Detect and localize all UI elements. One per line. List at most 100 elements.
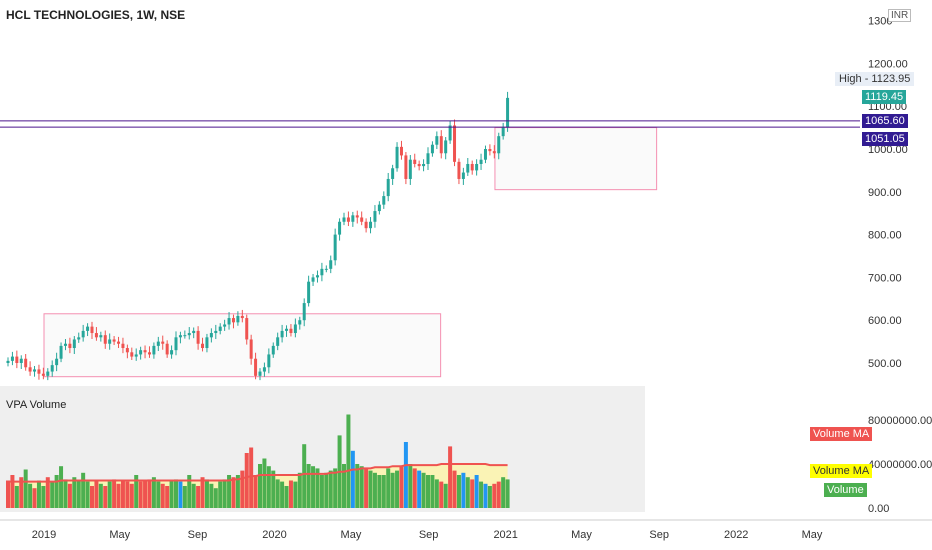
candle-body — [395, 146, 399, 169]
candle-body — [320, 268, 324, 276]
candle-body — [187, 333, 191, 336]
line1-price-tag: 1065.60 — [862, 114, 908, 128]
candle-body — [488, 149, 492, 152]
volume-bar — [342, 464, 346, 508]
candle-body — [81, 330, 85, 338]
candle-body — [355, 215, 359, 218]
volume-bar — [54, 475, 59, 508]
candle-body — [461, 172, 465, 179]
volume-bar — [487, 486, 492, 508]
currency-label[interactable]: INR — [888, 9, 912, 22]
candle-body — [112, 339, 116, 342]
volume-indicator-title[interactable]: VPA Volume — [6, 399, 67, 411]
volume-bar — [479, 481, 484, 508]
volume-bar — [302, 444, 307, 508]
candle-body — [466, 163, 470, 173]
candle-body — [28, 367, 32, 372]
candle-body — [41, 373, 45, 376]
volume-bar — [496, 481, 501, 508]
price-axis-label: 800.00 — [868, 230, 902, 242]
volume-bar — [346, 414, 351, 508]
volume-bar — [311, 466, 316, 508]
volume-bar — [399, 466, 404, 508]
candle-body — [33, 369, 37, 372]
candle-body — [24, 358, 28, 368]
candle-body — [72, 339, 76, 349]
volume-bar — [456, 475, 461, 508]
volume-bar — [90, 486, 94, 508]
candle-body — [457, 161, 461, 179]
candle-body — [165, 343, 169, 355]
volume-bar — [85, 481, 90, 508]
candle-body — [492, 151, 496, 154]
volume-bar — [271, 470, 276, 508]
volume-bar — [364, 468, 369, 508]
candle-body — [413, 159, 417, 164]
volume-bar — [231, 477, 236, 508]
volume-bar — [293, 481, 298, 508]
volume-bar — [36, 480, 41, 508]
time-axis-label: May — [109, 529, 130, 541]
candle-body — [435, 136, 439, 145]
high-label-text: High — [839, 73, 862, 85]
price-axis-label: 600.00 — [868, 315, 902, 327]
volume-bar — [266, 466, 271, 508]
high-label-sep: - — [864, 73, 872, 85]
candle-body — [479, 159, 483, 164]
volume-bar — [81, 472, 86, 508]
candle-body — [63, 343, 67, 346]
volume-bar — [395, 470, 400, 508]
time-axis-label: 2021 — [493, 529, 517, 541]
volume-bar — [412, 468, 417, 508]
volume-bar — [45, 477, 50, 508]
candle-body — [382, 196, 386, 205]
volume-bar — [328, 470, 333, 508]
candle-body — [364, 221, 368, 229]
volume-bar — [483, 483, 488, 508]
candle-body — [183, 335, 187, 337]
volume-bar — [160, 483, 165, 508]
candle-body — [227, 318, 231, 325]
volume-bar — [505, 479, 510, 508]
volume-bar — [359, 466, 364, 508]
volume-bar — [147, 479, 152, 508]
candle-body — [68, 343, 72, 349]
candle-body — [196, 330, 200, 344]
volume-bar — [191, 483, 196, 508]
candle-body — [240, 315, 244, 319]
candle-body — [46, 371, 50, 376]
candle-body — [130, 352, 134, 357]
candle-body — [342, 217, 346, 222]
price-axis-label: 700.00 — [868, 272, 902, 284]
volume-bar — [125, 481, 130, 508]
candle-body — [231, 318, 235, 323]
candle-body — [399, 146, 403, 156]
volume-bar — [470, 479, 475, 508]
volume-bar — [244, 453, 249, 508]
volume-bar — [200, 477, 205, 508]
volume-bar — [120, 480, 125, 508]
candle-body — [391, 168, 395, 179]
candle-body — [218, 326, 222, 331]
candle-body — [501, 127, 505, 137]
volume-bar — [306, 464, 311, 508]
candle-body — [346, 217, 350, 222]
last-price-tag: 1119.45 — [862, 90, 907, 104]
candle-body — [108, 339, 112, 344]
candle-body — [152, 345, 156, 355]
candle-body — [178, 335, 182, 338]
candle-body — [360, 217, 364, 222]
volume-bar — [492, 483, 497, 508]
candle-body — [276, 337, 280, 346]
candle-body — [422, 163, 426, 167]
candle-body — [236, 315, 240, 323]
candle-body — [258, 371, 262, 376]
time-axis-label: Sep — [188, 529, 208, 541]
candle-body — [430, 144, 434, 154]
candle-body — [117, 341, 121, 344]
candle-body — [77, 337, 81, 340]
candle-body — [439, 136, 443, 154]
volume-bar — [14, 486, 19, 508]
